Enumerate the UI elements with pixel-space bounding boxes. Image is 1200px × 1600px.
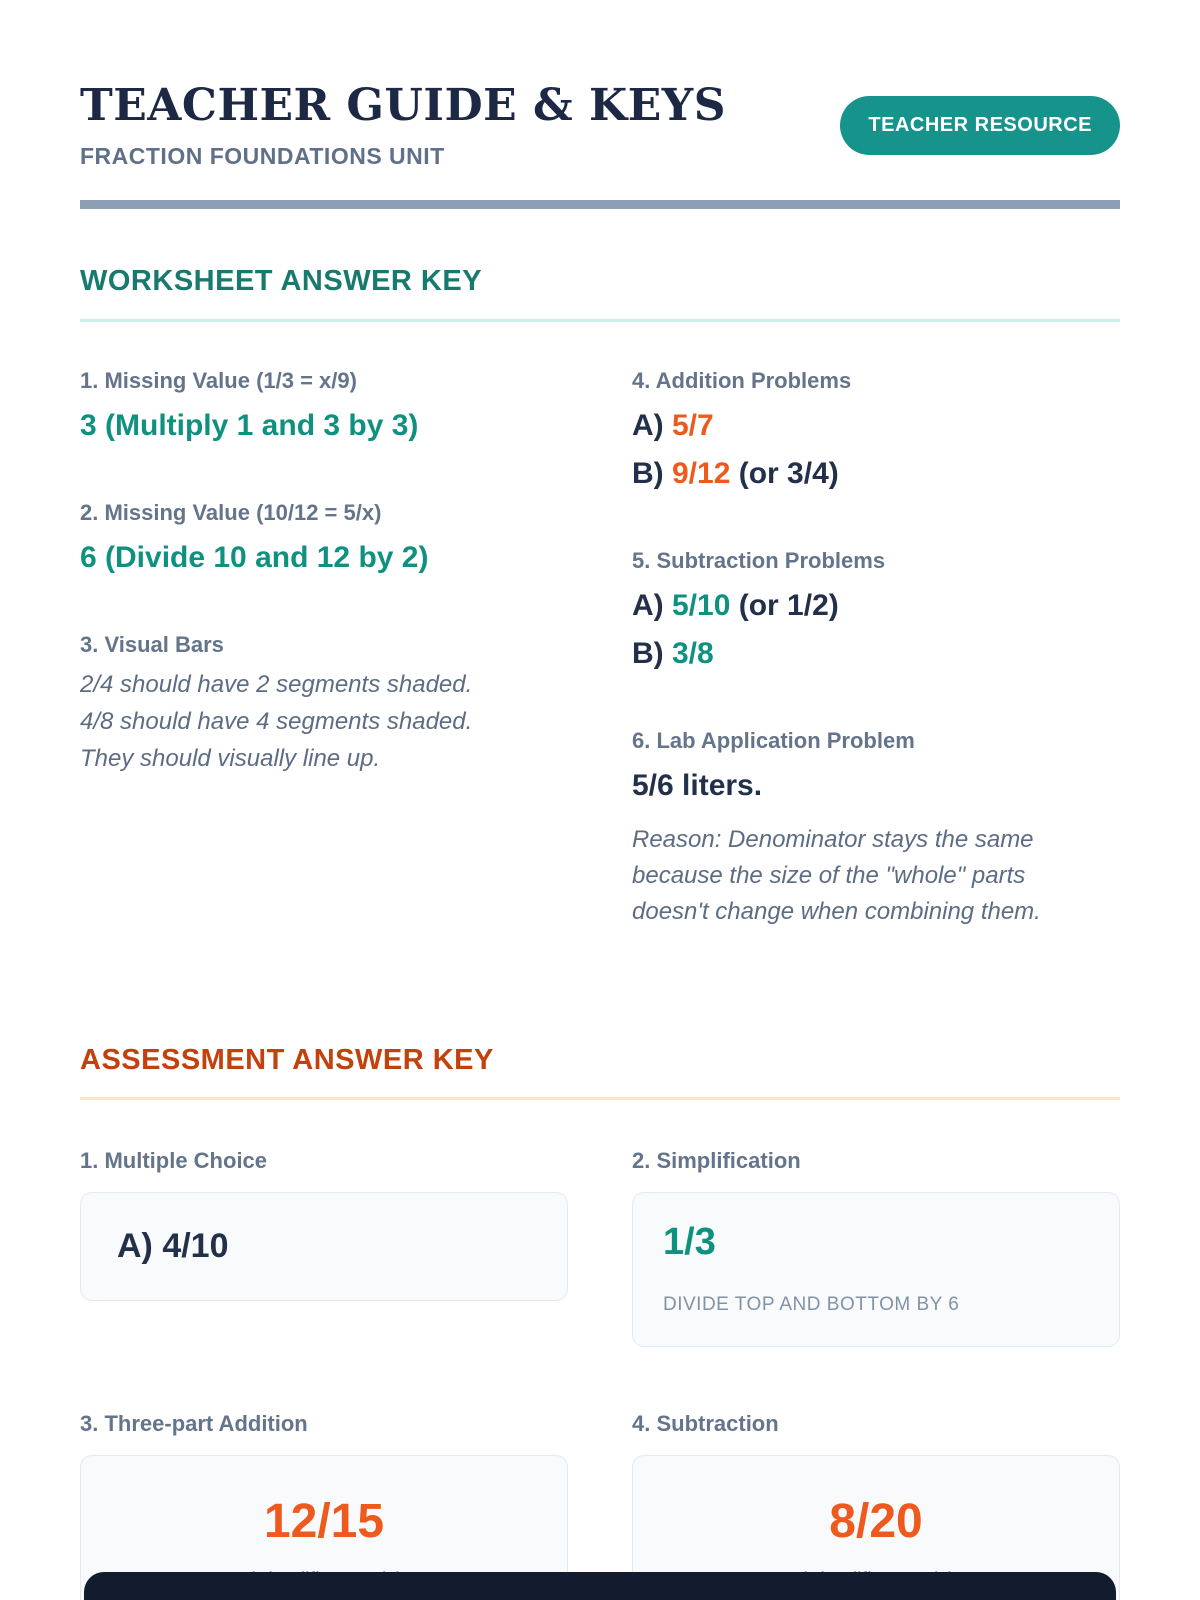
worksheet-answer-key-section: WORKSHEET ANSWER KEY 1. Missing Value (1… <box>80 265 1120 980</box>
answer-card-simplification: 1/3 DIVIDE TOP AND BOTTOM BY 6 <box>632 1192 1120 1347</box>
answer-value: 9/12 <box>672 457 731 490</box>
answer-prefix: A) <box>632 409 672 442</box>
worksheet-heading-rule <box>80 319 1120 322</box>
answer-prefix: B) <box>632 637 672 670</box>
assessment-item-label: 2. Simplification <box>632 1148 801 1173</box>
answer-suffix: (or 3/4) <box>730 457 839 490</box>
item-answer: 5/6 liters. <box>632 769 763 802</box>
answer-suffix: (or 1/2) <box>730 589 839 622</box>
worksheet-item-4: 4. Addition Problems A) 5/7 B) 9/12 (or … <box>632 368 1120 498</box>
teacher-resource-badge: TEACHER RESOURCE <box>840 96 1120 155</box>
item-answer-a: A) 5/10 (or 1/2) <box>632 582 1120 630</box>
card-answer: 1/3 <box>663 1221 716 1263</box>
assessment-item-1: 1. Multiple Choice A) 4/10 <box>80 1148 568 1347</box>
assessment-item-label: 3. Three-part Addition <box>80 1411 308 1436</box>
page-subtitle: FRACTION FOUNDATIONS UNIT <box>80 143 445 169</box>
header: TEACHER GUIDE & KEYS FRACTION FOUNDATION… <box>80 0 1120 170</box>
answer-prefix: B) <box>632 457 672 490</box>
assessment-grid: 1. Multiple Choice A) 4/10 2. Simplifica… <box>80 1148 1120 1600</box>
item-answer: 3 (Multiply 1 and 3 by 3) <box>80 409 419 442</box>
item-answer: 6 (Divide 10 and 12 by 2) <box>80 541 429 574</box>
assessment-item-label: 4. Subtraction <box>632 1411 779 1436</box>
worksheet-section-heading: WORKSHEET ANSWER KEY <box>80 265 483 297</box>
item-label: 2. Missing Value (10/12 = 5/x) <box>80 500 382 525</box>
card-note: DIVIDE TOP AND BOTTOM BY 6 <box>663 1294 960 1315</box>
item-label: 1. Missing Value (1/3 = x/9) <box>80 368 357 393</box>
worksheet-item-6: 6. Lab Application Problem 5/6 liters. R… <box>632 728 1120 930</box>
item-label: 5. Subtraction Problems <box>632 548 886 573</box>
item-label: 3. Visual Bars <box>80 632 224 657</box>
card-answer: 8/20 <box>829 1495 923 1548</box>
assessment-item-label: 1. Multiple Choice <box>80 1148 268 1173</box>
worksheet-item-2: 2. Missing Value (10/12 = 5/x) 6 (Divide… <box>80 500 568 582</box>
item-reason: Reason: Denominator stays the same becau… <box>632 826 1041 925</box>
assessment-item-2: 2. Simplification 1/3 DIVIDE TOP AND BOT… <box>632 1148 1120 1347</box>
assessment-section-heading: ASSESSMENT ANSWER KEY <box>80 1044 494 1076</box>
card-answer: A) 4/10 <box>117 1227 229 1265</box>
note-line: They should visually line up. <box>80 745 381 773</box>
worksheet-grid: 1. Missing Value (1/3 = x/9) 3 (Multiply… <box>80 368 1120 980</box>
item-answer-b: B) 9/12 (or 3/4) <box>632 450 1120 498</box>
assessment-answer-key-section: ASSESSMENT ANSWER KEY 1. Multiple Choice… <box>80 1044 1120 1600</box>
worksheet-item-3: 3. Visual Bars 2/4 should have 2 segment… <box>80 632 568 778</box>
note-line: 2/4 should have 2 segments shaded. <box>80 671 473 698</box>
worksheet-right-column: 4. Addition Problems A) 5/7 B) 9/12 (or … <box>632 368 1120 980</box>
worksheet-left-column: 1. Missing Value (1/3 = x/9) 3 (Multiply… <box>80 368 568 980</box>
page-title: TEACHER GUIDE & KEYS <box>80 80 726 131</box>
item-answer-b: B) 3/8 <box>632 630 1120 678</box>
header-title-block: TEACHER GUIDE & KEYS FRACTION FOUNDATION… <box>80 84 726 170</box>
answer-value: 5/7 <box>672 409 714 442</box>
card-answer: 12/15 <box>263 1495 385 1548</box>
answer-card-multiple-choice: A) 4/10 <box>80 1192 568 1301</box>
item-answer-a: A) 5/7 <box>632 402 1120 450</box>
note-line: 4/8 should have 4 segments shaded. <box>80 708 473 736</box>
item-notes: 2/4 should have 2 segments shaded. 4/8 s… <box>80 666 568 778</box>
answer-prefix: A) <box>632 589 672 622</box>
answer-value: 5/10 <box>672 589 731 622</box>
worksheet-item-5: 5. Subtraction Problems A) 5/10 (or 1/2)… <box>632 548 1120 678</box>
footer-bar <box>84 1572 1116 1600</box>
item-label: 6. Lab Application Problem <box>632 728 915 753</box>
assessment-heading-rule <box>80 1097 1120 1100</box>
header-divider <box>80 200 1120 209</box>
answer-value: 3/8 <box>672 637 714 670</box>
worksheet-item-1: 1. Missing Value (1/3 = x/9) 3 (Multiply… <box>80 368 568 450</box>
item-label: 4. Addition Problems <box>632 368 852 393</box>
